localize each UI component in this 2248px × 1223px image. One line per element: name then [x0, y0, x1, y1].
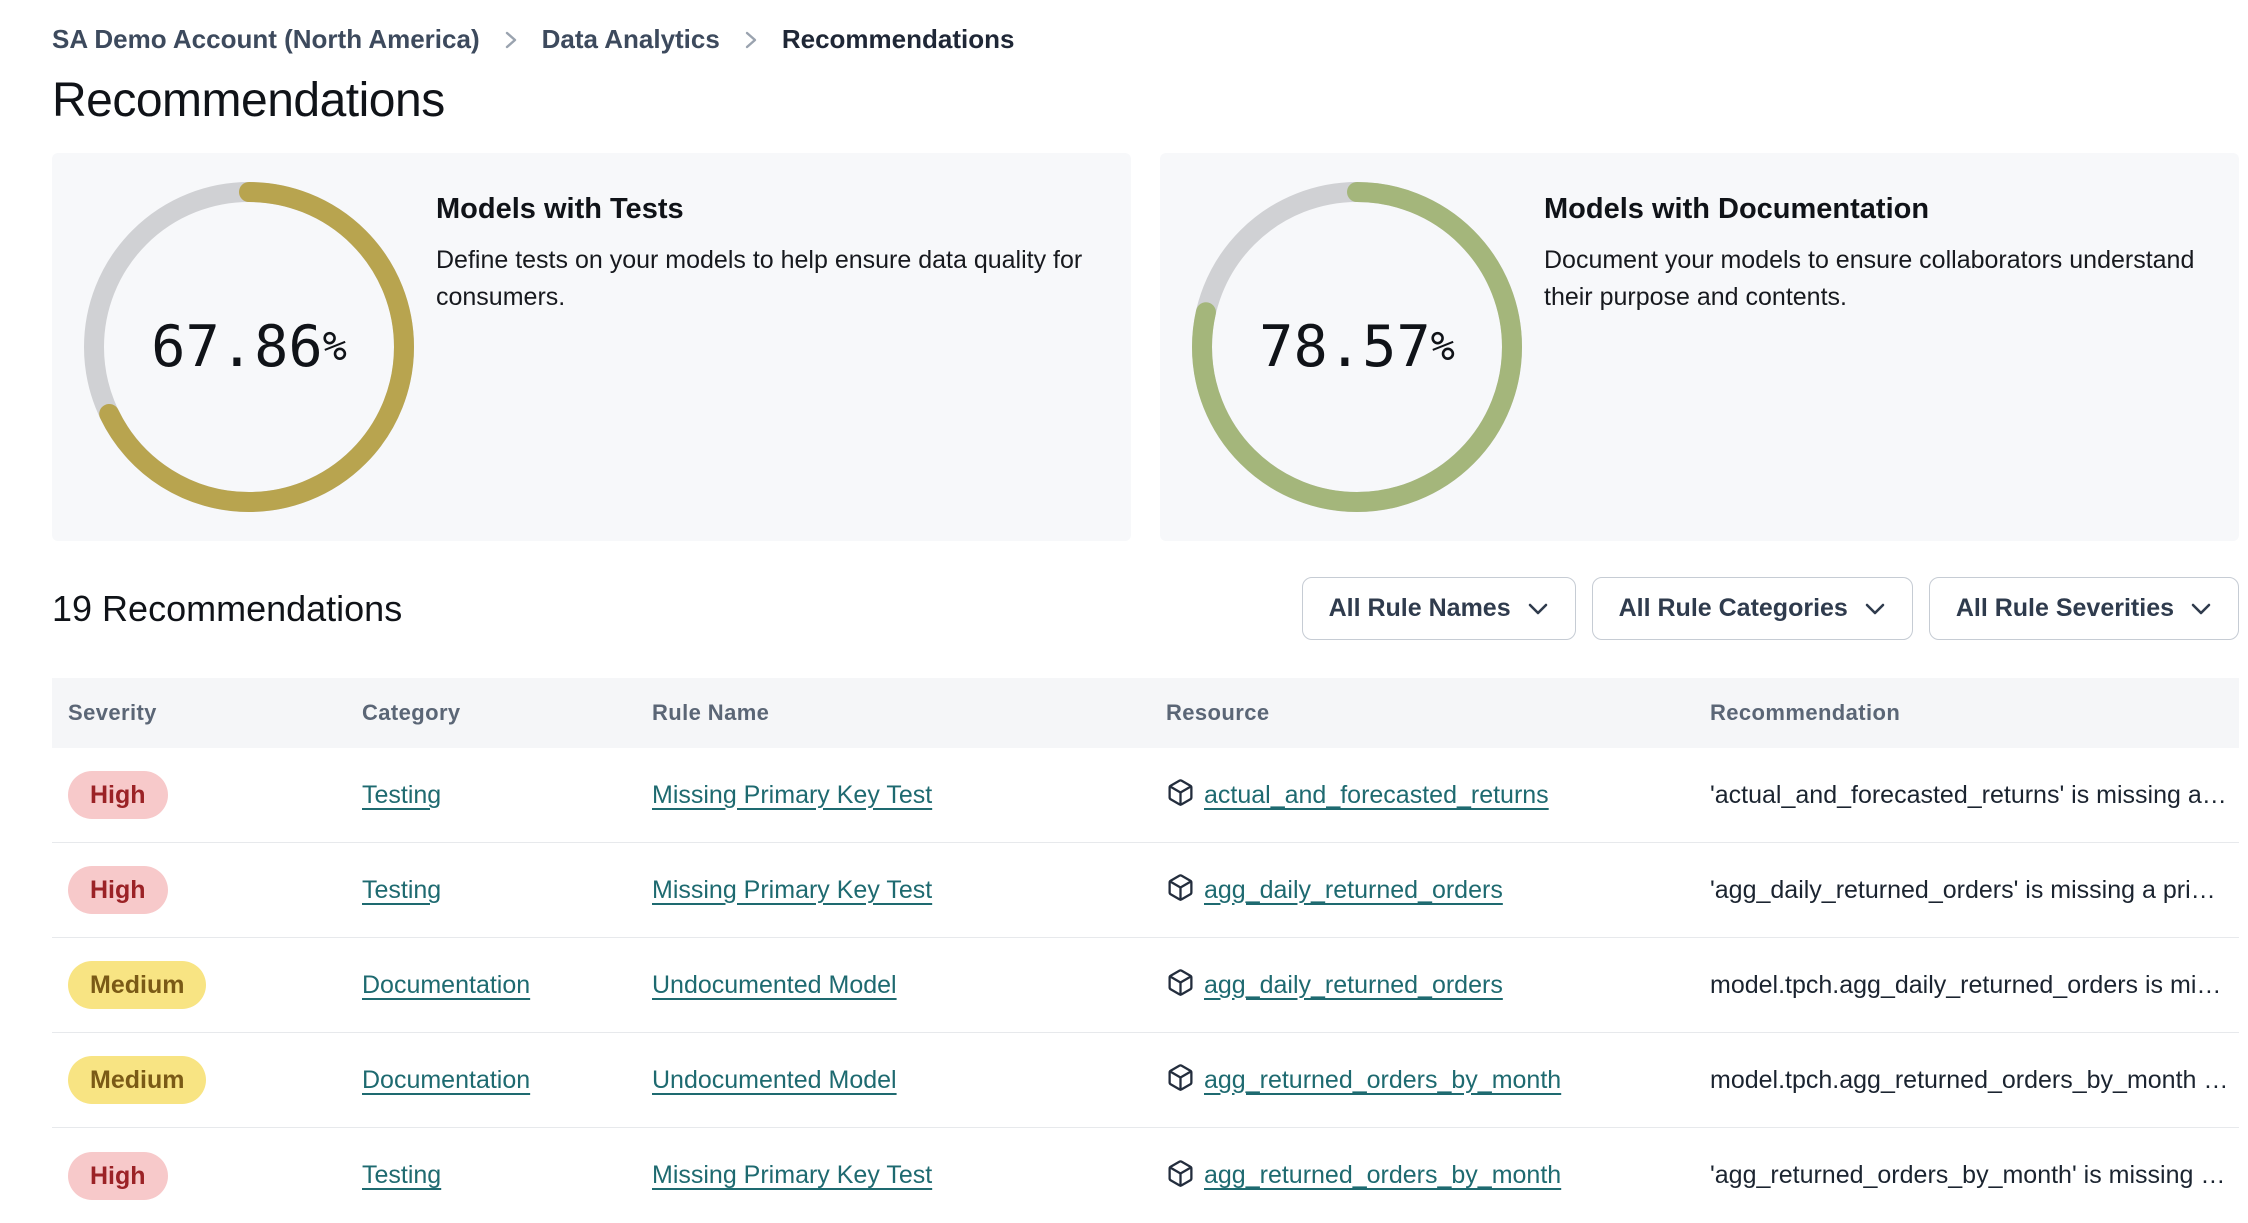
severity-badge: Medium — [68, 1056, 207, 1104]
chevron-right-icon — [744, 28, 758, 52]
severity-badge: Medium — [68, 961, 207, 1009]
table-body: High Testing Missing Primary Key Test ac… — [52, 748, 2239, 1223]
tests-percent-value: 67.86% — [151, 314, 347, 380]
resource-link[interactable]: actual_and_forecasted_returns — [1204, 780, 1549, 809]
column-header-severity: Severity — [68, 700, 157, 725]
cube-icon — [1166, 1063, 1195, 1097]
table-row: High Testing Missing Primary Key Test ac… — [52, 748, 2239, 843]
tests-donut-chart: 67.86% — [84, 182, 414, 512]
filter-rule-categories-dropdown[interactable]: All Rule Categories — [1591, 577, 1913, 640]
resource-link[interactable]: agg_daily_returned_orders — [1204, 970, 1503, 999]
card-description: Define tests on your models to help ensu… — [436, 246, 1083, 311]
category-link[interactable]: Testing — [362, 875, 442, 904]
page-title: Recommendations — [52, 74, 445, 127]
breadcrumb: SA Demo Account (North America) Data Ana… — [52, 0, 2239, 55]
card-title: Models with Tests — [436, 193, 684, 225]
recommendation-text: 'agg_returned_orders_by_month' is missin… — [1710, 1161, 2226, 1189]
rule-name-link[interactable]: Missing Primary Key Test — [652, 1161, 933, 1189]
filter-label: All Rule Names — [1328, 594, 1511, 622]
filter-label: All Rule Severities — [1955, 594, 2174, 622]
table-header-row: Severity Category Rule Name Resource Rec… — [52, 678, 2239, 748]
category-link[interactable]: Documentation — [362, 970, 531, 999]
cube-icon — [1166, 968, 1195, 1002]
column-header-category: Category — [362, 700, 461, 725]
filter-label: All Rule Categories — [1618, 594, 1848, 622]
recommendations-count-heading: 19 Recommendations — [52, 587, 403, 629]
category-link[interactable]: Testing — [362, 780, 442, 809]
rule-name-link[interactable]: Missing Primary Key Test — [652, 780, 933, 809]
cube-icon — [1166, 778, 1195, 812]
rule-name-link[interactable]: Undocumented Model — [652, 1065, 897, 1094]
category-link[interactable]: Testing — [362, 1161, 442, 1189]
filter-bar: All Rule Names All Rule Categories All R… — [1301, 577, 2239, 640]
severity-badge: High — [68, 1151, 168, 1200]
breadcrumb-project[interactable]: Data Analytics — [541, 24, 720, 54]
chevron-right-icon — [504, 28, 518, 52]
recommendation-text: 'actual_and_forecasted_returns' is missi… — [1710, 780, 2234, 809]
severity-badge: High — [68, 771, 168, 819]
rule-name-link[interactable]: Missing Primary Key Test — [652, 875, 933, 904]
models-with-tests-card: 67.86% Models with Tests Define tests on… — [52, 153, 1131, 541]
table-row: High Testing Missing Primary Key Test ag… — [52, 843, 2239, 938]
rule-name-link[interactable]: Undocumented Model — [652, 970, 897, 999]
cube-icon — [1166, 1159, 1195, 1193]
table-row: Medium Documentation Undocumented Model … — [52, 938, 2239, 1033]
resource-link[interactable]: agg_returned_orders_by_month — [1204, 1065, 1562, 1094]
chevron-down-icon — [1864, 594, 1886, 623]
documentation-percent-value: 78.57% — [1259, 314, 1455, 380]
filter-rule-severities-dropdown[interactable]: All Rule Severities — [1928, 577, 2239, 640]
severity-badge: High — [68, 866, 168, 914]
category-link[interactable]: Documentation — [362, 1065, 531, 1094]
recommendations-table: Severity Category Rule Name Resource Rec… — [52, 678, 2239, 1223]
chevron-down-icon — [2190, 594, 2212, 623]
resource-link[interactable]: agg_returned_orders_by_month — [1204, 1161, 1562, 1189]
models-with-documentation-card: 78.57% Models with Documentation Documen… — [1160, 153, 2239, 541]
recommendation-text: 'agg_daily_returned_orders' is missing a… — [1710, 875, 2237, 904]
cube-icon — [1166, 873, 1195, 907]
column-header-rule-name: Rule Name — [652, 700, 770, 725]
card-description: Document your models to ensure collabora… — [1544, 246, 2195, 311]
recommendation-text: model.tpch.agg_returned_orders_by_month … — [1710, 1065, 2229, 1094]
recommendation-text: model.tpch.agg_daily_returned_orders is … — [1710, 970, 2234, 999]
summary-cards: 67.86% Models with Tests Define tests on… — [52, 153, 2239, 541]
documentation-donut-chart: 78.57% — [1192, 182, 1522, 512]
table-row: Medium Documentation Undocumented Model … — [52, 1033, 2239, 1128]
column-header-recommendation: Recommendation — [1710, 700, 1901, 725]
column-header-resource: Resource — [1166, 700, 1270, 725]
breadcrumb-account[interactable]: SA Demo Account (North America) — [52, 24, 480, 54]
filter-rule-names-dropdown[interactable]: All Rule Names — [1301, 577, 1576, 640]
chevron-down-icon — [1527, 594, 1549, 623]
resource-link[interactable]: agg_daily_returned_orders — [1204, 875, 1503, 904]
breadcrumb-current: Recommendations — [781, 24, 1015, 54]
card-title: Models with Documentation — [1544, 193, 1930, 225]
table-row: High Testing Missing Primary Key Test ag… — [52, 1128, 2239, 1223]
